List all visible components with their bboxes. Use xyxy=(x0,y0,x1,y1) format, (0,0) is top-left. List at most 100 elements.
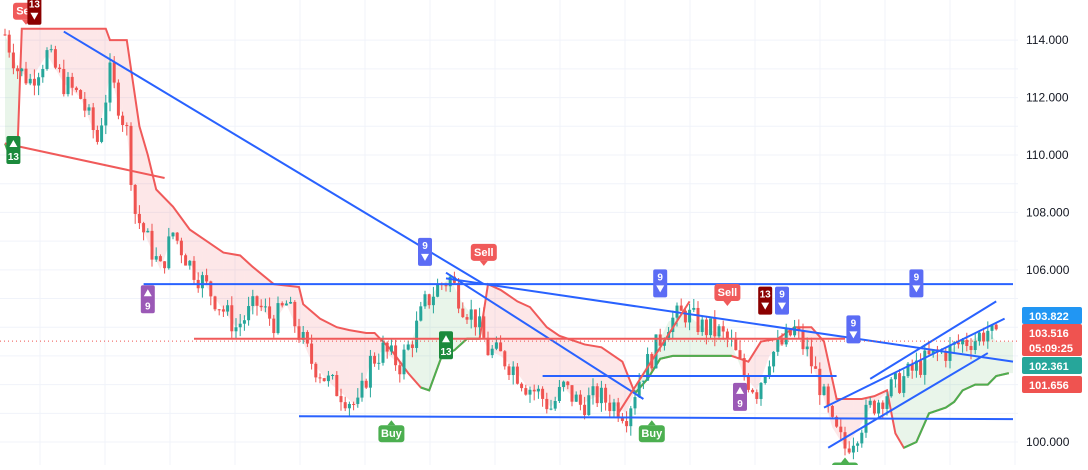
candle-up[interactable] xyxy=(402,344,406,380)
candle-up[interactable] xyxy=(326,370,330,387)
candle-down[interactable] xyxy=(465,314,469,325)
candle-down[interactable] xyxy=(91,102,95,139)
candle-up[interactable] xyxy=(360,372,364,402)
candle-down[interactable] xyxy=(738,340,742,360)
candle-up[interactable] xyxy=(45,47,49,71)
candle-down[interactable] xyxy=(410,340,414,358)
count9_down-marker[interactable]: 9 xyxy=(909,269,924,298)
candle-down[interactable] xyxy=(74,86,78,93)
candle-down[interactable] xyxy=(259,299,263,312)
trendline[interactable] xyxy=(298,415,1014,421)
candle-down[interactable] xyxy=(482,307,486,339)
count9_down-marker[interactable]: 9 xyxy=(775,286,789,315)
candle-down[interactable] xyxy=(335,371,339,397)
trendline[interactable] xyxy=(445,277,1014,363)
candle-up[interactable] xyxy=(709,318,713,339)
candle-down[interactable] xyxy=(213,295,217,312)
candle-up[interactable] xyxy=(591,378,595,405)
price-label[interactable]: 103.516 05:09:25 xyxy=(1022,324,1082,356)
candle-up[interactable] xyxy=(66,72,70,97)
candle-up[interactable] xyxy=(167,227,171,270)
candle-down[interactable] xyxy=(95,125,99,145)
candle-down[interactable] xyxy=(583,396,587,420)
candle-down[interactable] xyxy=(121,111,125,132)
price-label[interactable]: 102.361 xyxy=(1022,357,1082,374)
price-label[interactable]: 103.822 xyxy=(1022,307,1082,324)
candle-down[interactable] xyxy=(221,305,225,317)
candle-up[interactable] xyxy=(805,337,809,357)
candle-down[interactable] xyxy=(70,72,74,96)
candle-down[interactable] xyxy=(272,314,276,338)
candle-down[interactable] xyxy=(125,122,129,136)
candle-up[interactable] xyxy=(100,117,104,144)
candle-up[interactable] xyxy=(263,298,267,313)
candle-down[interactable] xyxy=(398,361,402,383)
count13_up-marker[interactable]: 13 xyxy=(439,331,453,360)
candle-up[interactable] xyxy=(692,298,696,313)
candle-down[interactable] xyxy=(339,388,343,411)
candle-up[interactable] xyxy=(759,381,763,406)
candle-down[interactable] xyxy=(293,300,297,333)
candle-up[interactable] xyxy=(641,380,645,390)
candle-down[interactable] xyxy=(507,363,511,381)
candle-down[interactable] xyxy=(830,404,834,419)
candle-up[interactable] xyxy=(415,311,419,353)
candle-up[interactable] xyxy=(654,334,658,369)
candle-up[interactable] xyxy=(389,339,393,355)
candle-down[interactable] xyxy=(53,45,57,70)
candle-down[interactable] xyxy=(461,302,465,319)
candle-up[interactable] xyxy=(423,290,427,309)
candle-down[interactable] xyxy=(515,363,519,385)
candle-up[interactable] xyxy=(637,373,641,399)
candle-up[interactable] xyxy=(772,351,776,373)
candle-down[interactable] xyxy=(352,401,356,411)
candle-down[interactable] xyxy=(524,384,528,396)
candle-down[interactable] xyxy=(280,301,284,308)
candle-up[interactable] xyxy=(368,349,372,398)
candle-up[interactable] xyxy=(923,344,927,385)
candle-up[interactable] xyxy=(37,72,41,96)
candle-down[interactable] xyxy=(394,339,398,371)
candle-up[interactable] xyxy=(549,399,553,411)
candle-down[interactable] xyxy=(79,89,83,100)
candle-down[interactable] xyxy=(713,310,717,347)
candle-down[interactable] xyxy=(205,268,209,285)
candle-up[interactable] xyxy=(146,228,150,233)
candle-down[interactable] xyxy=(62,59,66,97)
candle-down[interactable] xyxy=(230,296,234,338)
candle-down[interactable] xyxy=(158,254,162,262)
candle-up[interactable] xyxy=(406,340,410,351)
candle-down[interactable] xyxy=(721,320,725,340)
candle-up[interactable] xyxy=(104,94,108,135)
candle-down[interactable] xyxy=(427,293,431,309)
buy-marker[interactable]: Buy xyxy=(378,420,405,443)
candle-up[interactable] xyxy=(902,369,906,398)
candle-up[interactable] xyxy=(469,299,473,329)
count9_up-marker[interactable]: 9 xyxy=(140,285,155,314)
candle-down[interactable] xyxy=(520,382,524,392)
candle-down[interactable] xyxy=(58,64,62,73)
candle-up[interactable] xyxy=(587,387,591,416)
candle-down[interactable] xyxy=(318,373,322,384)
candle-down[interactable] xyxy=(184,253,188,266)
candle-down[interactable] xyxy=(809,337,813,374)
candle-down[interactable] xyxy=(566,380,570,390)
candle-down[interactable] xyxy=(625,411,629,433)
candle-up[interactable] xyxy=(700,316,704,336)
candle-up[interactable] xyxy=(238,313,242,337)
candle-down[interactable] xyxy=(116,79,120,120)
candle-down[interactable] xyxy=(255,295,259,316)
candle-up[interactable] xyxy=(822,383,826,396)
candle-up[interactable] xyxy=(877,399,881,420)
candle-down[interactable] xyxy=(364,378,368,390)
candle-down[interactable] xyxy=(343,396,347,412)
candle-down[interactable] xyxy=(839,418,843,441)
candle-up[interactable] xyxy=(234,318,238,339)
candle-down[interactable] xyxy=(373,352,377,367)
candle-up[interactable] xyxy=(961,338,965,353)
candle-up[interactable] xyxy=(188,260,192,270)
candle-up[interactable] xyxy=(20,67,24,77)
candle-up[interactable] xyxy=(242,315,246,331)
trendline[interactable] xyxy=(823,317,1006,409)
